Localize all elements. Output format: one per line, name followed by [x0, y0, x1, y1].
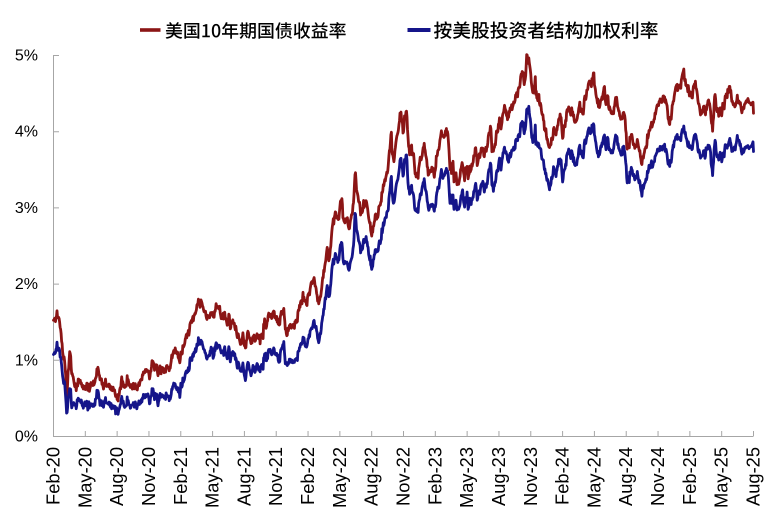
svg-text:3%: 3%: [15, 200, 38, 217]
svg-text:Feb-24: Feb-24: [552, 447, 573, 505]
svg-text:May-21: May-21: [202, 447, 223, 508]
svg-text:May-25: May-25: [711, 447, 732, 508]
svg-text:2%: 2%: [15, 276, 38, 293]
svg-text:Aug-25: Aug-25: [743, 447, 764, 506]
svg-text:0%: 0%: [15, 429, 38, 446]
svg-text:Feb-25: Feb-25: [679, 447, 700, 505]
svg-text:Nov-22: Nov-22: [393, 447, 414, 506]
svg-text:Nov-21: Nov-21: [265, 447, 286, 506]
svg-text:Feb-22: Feb-22: [297, 447, 318, 505]
svg-text:Aug-24: Aug-24: [615, 447, 636, 506]
svg-text:Feb-20: Feb-20: [43, 447, 64, 505]
svg-text:May-22: May-22: [329, 447, 350, 508]
svg-text:Aug-21: Aug-21: [233, 447, 254, 506]
svg-text:Aug-23: Aug-23: [488, 447, 509, 506]
svg-text:Nov-23: Nov-23: [520, 447, 541, 506]
svg-text:4%: 4%: [15, 124, 38, 141]
svg-text:Feb-21: Feb-21: [170, 447, 191, 505]
svg-text:May-20: May-20: [74, 447, 95, 508]
svg-text:Nov-24: Nov-24: [647, 447, 668, 506]
svg-text:May-23: May-23: [456, 447, 477, 508]
svg-text:May-24: May-24: [583, 447, 604, 508]
svg-text:1%: 1%: [15, 352, 38, 369]
svg-text:Nov-20: Nov-20: [138, 447, 159, 506]
svg-text:Aug-22: Aug-22: [361, 447, 382, 506]
svg-text:5%: 5%: [15, 48, 38, 65]
svg-text:Aug-20: Aug-20: [106, 447, 127, 506]
svg-text:Feb-23: Feb-23: [424, 447, 445, 505]
